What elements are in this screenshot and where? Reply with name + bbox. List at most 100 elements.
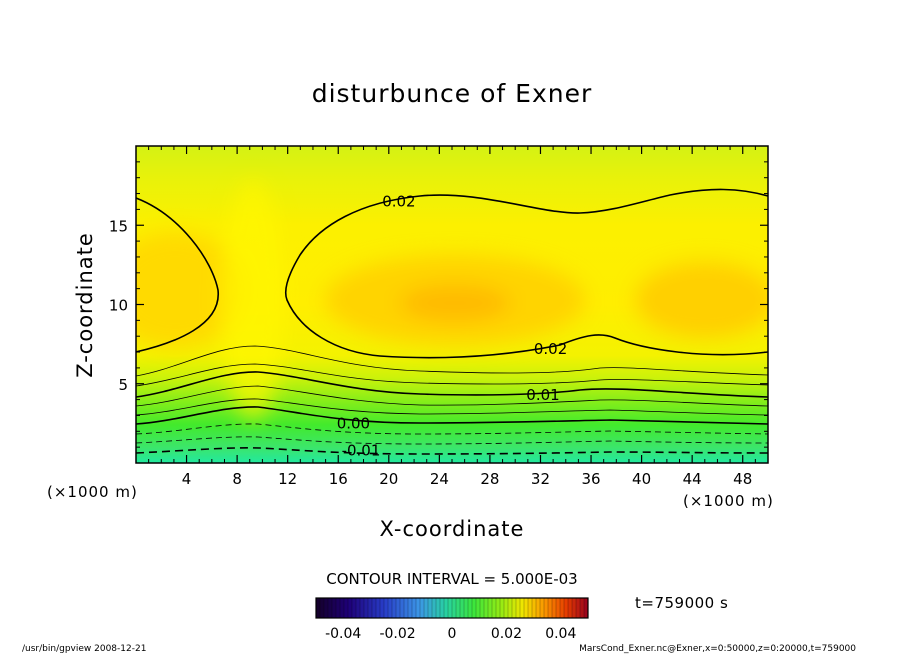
colorbar-cell xyxy=(500,598,505,618)
contour-line xyxy=(136,423,768,435)
x-tick-label: 16 xyxy=(329,470,348,488)
x-tick-label: 48 xyxy=(733,470,752,488)
colorbar-cell xyxy=(368,598,373,618)
contour-label: 0.01 xyxy=(526,386,559,404)
colorbar-cell xyxy=(528,598,533,618)
colorbar-cell xyxy=(472,598,477,618)
colorbar-cell xyxy=(532,598,537,618)
contour-line xyxy=(136,447,768,455)
chart-title: disturbunce of Exner xyxy=(312,79,593,108)
x-axis-label: X-coordinate xyxy=(380,517,525,541)
colorbar-cell xyxy=(316,598,321,618)
contour-lines xyxy=(136,188,768,455)
colorbar-cell xyxy=(516,598,521,618)
colorbar-cell xyxy=(420,598,425,618)
contour-label: 0.02 xyxy=(382,192,415,210)
colorbar-cell xyxy=(512,598,517,618)
colorbar-cell xyxy=(460,598,465,618)
colorbar-cell xyxy=(360,598,365,618)
colorbar-cell xyxy=(484,598,489,618)
colorbar-ticks: -0.04 -0.02 0 0.02 0.04 xyxy=(325,626,576,642)
colorbar-cell xyxy=(400,598,405,618)
colorbar-cell xyxy=(392,598,397,618)
colorbar-cell xyxy=(448,598,453,618)
contour-line xyxy=(136,197,219,353)
colorbar-cell xyxy=(452,598,457,618)
x-tick-label: 4 xyxy=(182,470,192,488)
colorbar-cell xyxy=(376,598,381,618)
colorbar-cell xyxy=(488,598,493,618)
contour-label: 0.00 xyxy=(337,414,370,432)
y-tick-label: 5 xyxy=(118,376,128,394)
colorbar-cell xyxy=(524,598,529,618)
footer-left: /usr/bin/gpview 2008-12-21 xyxy=(22,644,146,654)
colorbar-cell xyxy=(576,598,581,618)
x-tick-label: 24 xyxy=(430,470,449,488)
colorbar-cell xyxy=(380,598,385,618)
colorbar-cell xyxy=(364,598,369,618)
colorbar-cell xyxy=(332,598,337,618)
colorbar-cell xyxy=(548,598,553,618)
colorbar-cell xyxy=(428,598,433,618)
colorbar-tick-label: 0.04 xyxy=(545,626,576,642)
colorbar-cell xyxy=(408,598,413,618)
contour-line xyxy=(136,436,768,445)
contour-label: -0.01 xyxy=(342,441,381,459)
contour-line xyxy=(136,385,768,407)
colorbar-cell xyxy=(568,598,573,618)
colorbar-cell xyxy=(372,598,377,618)
x-tick-label: 8 xyxy=(232,470,242,488)
colorbar-cell xyxy=(356,598,361,618)
colorbar-tick-label: 0.02 xyxy=(491,626,522,642)
colorbar-cell xyxy=(456,598,461,618)
colorbar-cell xyxy=(468,598,473,618)
colorbar-cell xyxy=(412,598,417,618)
contour-label: 0.02 xyxy=(534,340,567,358)
contour-line xyxy=(284,188,768,359)
x-tick-label: 12 xyxy=(278,470,297,488)
colorbar-cell xyxy=(508,598,513,618)
colorbar-cell xyxy=(540,598,545,618)
x-tick-label: 44 xyxy=(683,470,702,488)
colorbar xyxy=(315,597,589,619)
colorbar-cell xyxy=(444,598,449,618)
colorbar-cell xyxy=(344,598,349,618)
contour-labels: 0.02 0.02 0.01 0.00 -0.01 xyxy=(337,192,568,459)
colorbar-cell xyxy=(580,598,585,618)
colorbar-cell xyxy=(436,598,441,618)
y-tick-label: 10 xyxy=(109,297,128,315)
colorbar-cell xyxy=(340,598,345,618)
colorbar-cell xyxy=(560,598,565,618)
colorbar-cell xyxy=(504,598,509,618)
colorbar-cell xyxy=(544,598,549,618)
colorbar-cell xyxy=(416,598,421,618)
colorbar-cell xyxy=(336,598,341,618)
colorbar-cell xyxy=(492,598,497,618)
contour-line xyxy=(136,371,768,398)
colorbar-cell xyxy=(552,598,557,618)
colorbar-cell xyxy=(520,598,525,618)
contour-fill xyxy=(136,146,768,463)
x-tick-label: 28 xyxy=(480,470,499,488)
contour-line xyxy=(136,345,768,377)
colorbar-cell xyxy=(464,598,469,618)
colorbar-cell xyxy=(584,598,589,618)
colorbar-tick-label: -0.04 xyxy=(325,626,361,642)
contour-line xyxy=(136,363,768,387)
colorbar-cell xyxy=(564,598,569,618)
colorbar-cell xyxy=(404,598,409,618)
footer-right: MarsCond_Exner.nc@Exner,x=0:50000,z=0:20… xyxy=(579,644,856,654)
x-unit-right: (×1000 m) xyxy=(683,492,774,510)
colorbar-cell xyxy=(348,598,353,618)
x-tick-label: 40 xyxy=(632,470,651,488)
contour-line xyxy=(136,398,768,416)
colorbar-cell xyxy=(424,598,429,618)
colorbar-tick-label: -0.02 xyxy=(379,626,415,642)
colorbar-cell xyxy=(328,598,333,618)
contour-line xyxy=(136,406,768,425)
colorbar-cell xyxy=(324,598,329,618)
colorbar-cell xyxy=(536,598,541,618)
colorbar-cell xyxy=(388,598,393,618)
colorbar-cell xyxy=(396,598,401,618)
